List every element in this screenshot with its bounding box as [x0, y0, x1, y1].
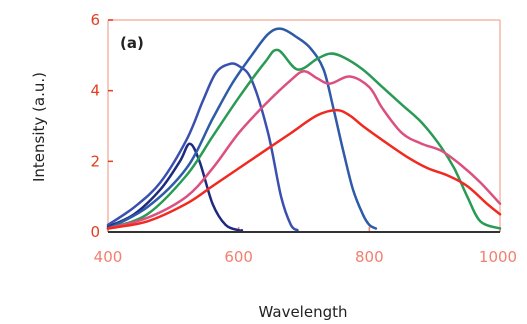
series-line-3	[106, 27, 378, 230]
y-tick-label: 4	[90, 82, 100, 100]
y-tick-label: 0	[90, 223, 100, 241]
series-line-6	[106, 108, 502, 230]
x-tick-label: 400	[94, 248, 123, 266]
x-tick-label: 1000	[479, 248, 517, 266]
series-line-1	[106, 142, 244, 232]
x-axis-title: Wavelength	[259, 303, 348, 321]
panel-label: (a)	[120, 34, 144, 52]
y-axis-title: Intensity (a.u.)	[30, 72, 48, 182]
series-layer	[106, 27, 502, 232]
y-tick-label: 2	[90, 152, 100, 170]
series-line-5	[106, 69, 502, 230]
plot-frame-group	[107, 19, 501, 233]
x-tick-label: 600	[224, 248, 253, 266]
y-tick-label: 6	[90, 11, 100, 29]
series-line-4	[106, 48, 502, 230]
x-tick-label: 800	[355, 248, 384, 266]
series-line-2	[106, 62, 299, 232]
axis-ticks: 400 600 800 1000 0 2 4 6	[90, 11, 517, 266]
